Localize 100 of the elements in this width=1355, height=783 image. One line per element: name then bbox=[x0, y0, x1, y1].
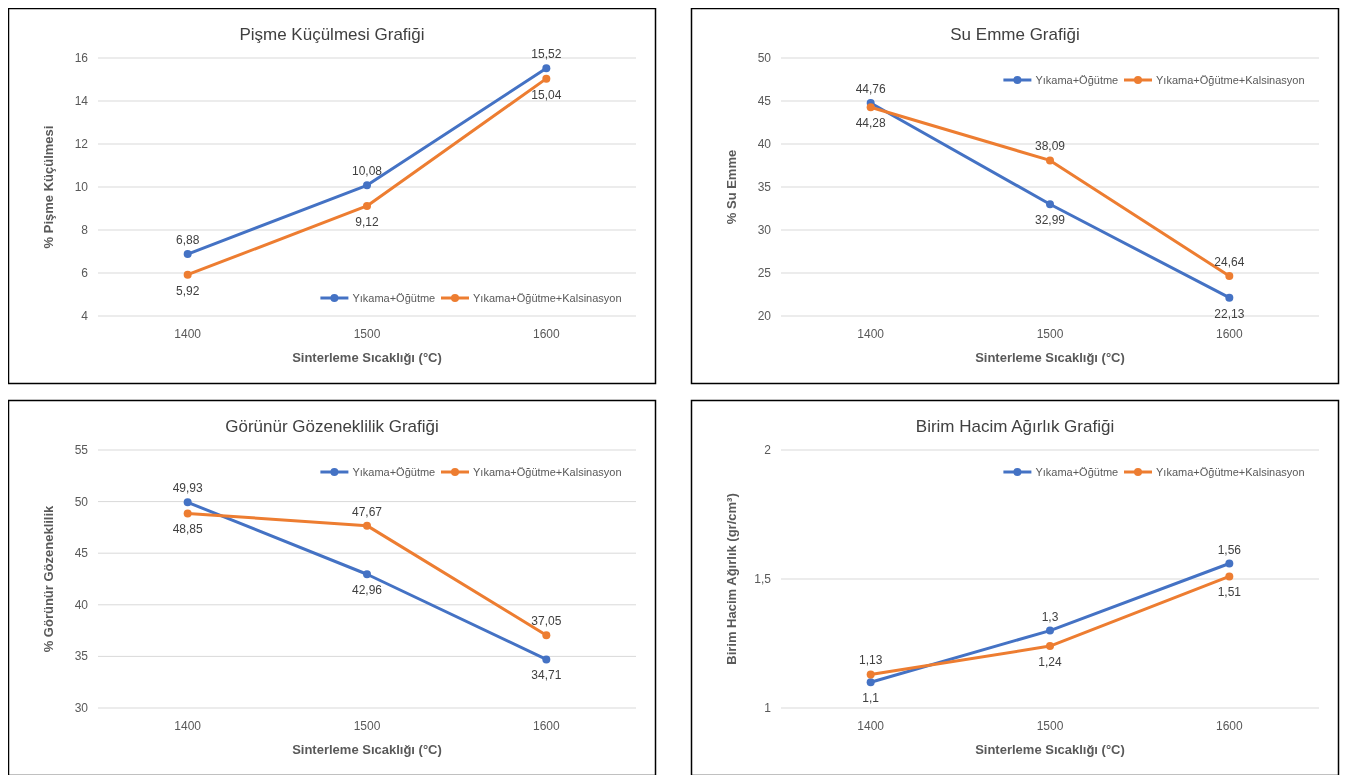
x-tick-label: 1500 bbox=[353, 327, 381, 341]
data-label: 5,92 bbox=[175, 283, 200, 298]
data-label: 38,09 bbox=[1034, 139, 1066, 154]
data-label: 34,71 bbox=[531, 668, 562, 683]
y-tick-label: 8 bbox=[81, 223, 89, 237]
x-tick-label: 1600 bbox=[1215, 719, 1243, 733]
y-tick-label: 55 bbox=[74, 443, 89, 457]
point bbox=[1046, 642, 1054, 651]
y-tick-label: 50 bbox=[74, 494, 89, 509]
data-label: 22,13 bbox=[1214, 306, 1245, 321]
point bbox=[1225, 272, 1234, 281]
y-tick-label: 6 bbox=[81, 266, 89, 280]
point bbox=[1046, 200, 1054, 209]
data-label: 37,05 bbox=[531, 614, 562, 629]
y-tick-label: 35 bbox=[757, 180, 772, 194]
data-label: 1,56 bbox=[1217, 542, 1242, 557]
data-label: 9,12 bbox=[355, 214, 379, 229]
y-tick-label: 40 bbox=[757, 137, 772, 151]
point bbox=[363, 570, 371, 579]
legend-label: Yıkama+Öğütme+Kalsinasyon bbox=[473, 466, 622, 478]
y-tick-label: 12 bbox=[74, 137, 89, 151]
point bbox=[866, 103, 875, 112]
point bbox=[1225, 293, 1234, 302]
chart-title: Görünür Gözeneklilik Grafiği bbox=[225, 417, 439, 436]
y-tick-label: 4 bbox=[81, 309, 89, 323]
data-label: 15,04 bbox=[531, 87, 562, 102]
y-tick-label: 10 bbox=[74, 180, 89, 194]
y-tick-label: 45 bbox=[757, 94, 772, 108]
point bbox=[866, 670, 875, 679]
data-label: 48,85 bbox=[172, 522, 204, 537]
y-axis-title: % Su Emme bbox=[724, 149, 739, 225]
point bbox=[1225, 572, 1234, 581]
y-tick-label: 1 bbox=[764, 701, 772, 715]
x-tick-label: 1400 bbox=[174, 327, 202, 341]
point bbox=[363, 521, 371, 530]
legend-label: Yıkama+Öğütme+Kalsinasyon bbox=[1156, 466, 1305, 478]
point bbox=[1046, 626, 1054, 635]
legend-label: Yıkama+Öğütme bbox=[1035, 74, 1119, 86]
legend-label: Yıkama+Öğütme bbox=[1035, 466, 1119, 478]
y-tick-label: 14 bbox=[74, 94, 89, 108]
chart-title: Su Emme Grafiği bbox=[950, 25, 1080, 44]
y-tick-label: 50 bbox=[757, 51, 772, 65]
point bbox=[1046, 156, 1054, 165]
legend-label: Yıkama+Öğütme+Kalsinasyon bbox=[473, 292, 622, 304]
data-label: 1,1 bbox=[862, 691, 880, 706]
point bbox=[542, 655, 551, 664]
y-axis-title: % Görünür Gözeneklilik bbox=[41, 504, 56, 653]
data-label: 32,99 bbox=[1034, 213, 1066, 228]
point bbox=[183, 498, 192, 507]
point bbox=[542, 74, 551, 83]
x-tick-label: 1400 bbox=[857, 719, 885, 733]
point bbox=[542, 64, 551, 73]
legend-label: Yıkama+Öğütme bbox=[352, 466, 436, 478]
y-tick-label: 20 bbox=[757, 309, 772, 323]
y-tick-label: 30 bbox=[757, 223, 772, 237]
data-label: 44,76 bbox=[855, 82, 887, 97]
data-label: 1,24 bbox=[1038, 655, 1062, 670]
point bbox=[183, 270, 192, 279]
x-tick-label: 1500 bbox=[1036, 327, 1064, 341]
legend-label: Yıkama+Öğütme bbox=[352, 292, 436, 304]
data-label: 42,96 bbox=[351, 583, 383, 598]
data-label: 47,67 bbox=[351, 504, 383, 519]
x-tick-label: 1600 bbox=[532, 719, 560, 733]
y-tick-label: 1,5 bbox=[754, 572, 772, 586]
point bbox=[866, 678, 875, 687]
y-tick-label: 35 bbox=[74, 649, 89, 664]
data-label: 49,93 bbox=[172, 481, 204, 496]
y-tick-label: 45 bbox=[74, 546, 89, 561]
data-label: 10,08 bbox=[351, 164, 383, 179]
x-axis-title: Sinterleme Sıcaklığı (°C) bbox=[975, 350, 1125, 365]
data-label: 1,3 bbox=[1041, 609, 1059, 624]
point bbox=[183, 250, 192, 259]
y-axis-title: % Pişme Küçülmesi bbox=[41, 125, 56, 249]
x-tick-label: 1600 bbox=[1215, 327, 1243, 341]
x-tick-label: 1500 bbox=[1036, 719, 1064, 733]
chart-title: Birim Hacim Ağırlık Grafiği bbox=[915, 417, 1115, 436]
legend-label: Yıkama+Öğütme+Kalsinasyon bbox=[1156, 74, 1305, 86]
x-axis-title: Sinterleme Sıcaklığı (°C) bbox=[292, 350, 442, 365]
x-axis-title: Sinterleme Sıcaklığı (°C) bbox=[292, 742, 442, 757]
data-label: 24,64 bbox=[1214, 255, 1245, 270]
x-tick-label: 1600 bbox=[532, 327, 560, 341]
x-tick-label: 1500 bbox=[353, 719, 381, 733]
point bbox=[542, 631, 551, 640]
y-tick-label: 25 bbox=[757, 266, 772, 280]
y-tick-label: 16 bbox=[74, 51, 89, 65]
y-tick-label: 2 bbox=[764, 443, 772, 457]
x-tick-label: 1400 bbox=[174, 719, 202, 733]
point bbox=[183, 509, 192, 518]
data-label: 44,28 bbox=[855, 116, 887, 131]
x-tick-label: 1400 bbox=[857, 327, 885, 341]
y-tick-label: 30 bbox=[74, 701, 89, 715]
data-label: 15,52 bbox=[531, 47, 562, 62]
point bbox=[1225, 559, 1234, 568]
data-label: 1,51 bbox=[1217, 585, 1242, 600]
data-label: 6,88 bbox=[175, 233, 200, 248]
y-axis-title: Birim Hacim Ağırlık (gr/cm³) bbox=[724, 493, 739, 665]
chart-title: Pişme Küçülmesi Grafiği bbox=[239, 25, 425, 44]
y-tick-label: 40 bbox=[74, 597, 89, 612]
point bbox=[363, 181, 371, 190]
x-axis-title: Sinterleme Sıcaklığı (°C) bbox=[975, 742, 1125, 757]
